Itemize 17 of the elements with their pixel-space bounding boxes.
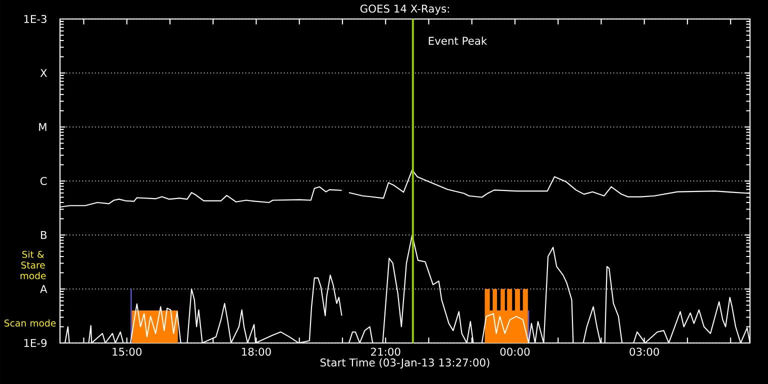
y-tick-label: B	[41, 231, 47, 239]
y-tick-label: 1E-3	[24, 14, 46, 24]
y-tick-label: 1E-9	[24, 338, 47, 348]
y-tick-label: C	[40, 176, 47, 186]
y-tick-label: A	[40, 285, 48, 293]
x-tick-label: 21:00	[371, 348, 400, 356]
x-axis-title: Start Time (03-Jan-13 13:27:00)	[320, 358, 490, 368]
y-tick-label: X	[40, 69, 47, 77]
x-tick-label: 18:00	[242, 348, 271, 356]
y-tick-label: M	[39, 123, 46, 131]
ref-line-label: Event Peak	[428, 36, 488, 45]
x-tick-label: 15:00	[112, 348, 142, 356]
x-tick-label: 00:00	[500, 348, 530, 356]
text: Sit & Stare mode	[20, 250, 46, 280]
text: Scan mode	[4, 319, 56, 327]
x-tick-label: 03:00	[630, 348, 660, 356]
chart-title: GOES 14 X-Rays:	[360, 4, 449, 15]
